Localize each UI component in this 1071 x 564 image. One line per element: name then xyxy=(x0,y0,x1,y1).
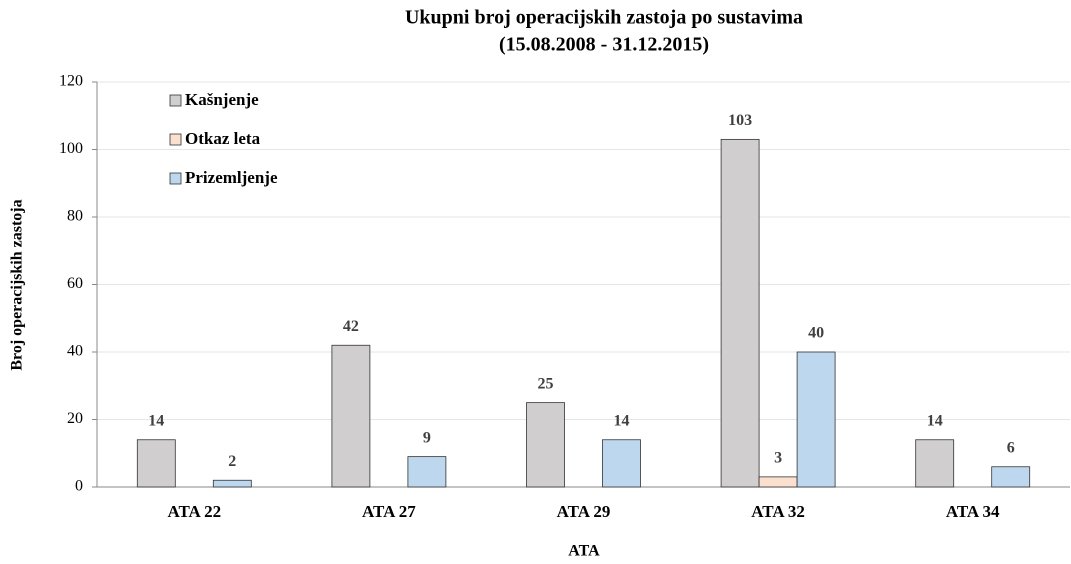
data-label: 9 xyxy=(423,429,431,446)
y-tick-label: 60 xyxy=(67,275,83,292)
x-tick-label: ATA 32 xyxy=(751,502,805,521)
bar xyxy=(720,138,760,488)
chart-title: Ukupni broj operacijskih zastoja po sust… xyxy=(405,7,803,29)
y-tick-label: 0 xyxy=(75,478,83,495)
chart-subtitle: (15.08.2008 - 31.12.2015) xyxy=(499,34,709,56)
bar xyxy=(758,476,798,488)
bar xyxy=(602,439,641,488)
y-tick-label: 20 xyxy=(67,410,83,427)
bar xyxy=(212,479,252,488)
bar xyxy=(526,402,565,488)
data-label: 14 xyxy=(614,412,630,429)
legend-label: Otkaz leta xyxy=(185,129,261,148)
legend-swatch xyxy=(169,172,182,185)
bar xyxy=(796,351,836,488)
legend-label: Prizemljenje xyxy=(185,168,278,187)
y-tick-label: 80 xyxy=(67,208,83,225)
bar xyxy=(991,466,1031,488)
y-tick-label: 40 xyxy=(67,343,83,360)
legend-swatch xyxy=(169,94,182,107)
x-tick-label: ATA 34 xyxy=(946,502,1000,521)
y-axis-title: Broj operacijskih zastoja xyxy=(9,199,26,370)
data-label: 25 xyxy=(538,375,554,392)
bar xyxy=(915,439,955,488)
data-label: 2 xyxy=(228,453,236,470)
data-label: 103 xyxy=(728,112,752,129)
data-label: 42 xyxy=(343,318,359,335)
data-label: 14 xyxy=(927,412,943,429)
x-tick-label: ATA 27 xyxy=(362,502,416,521)
data-label: 14 xyxy=(148,412,164,429)
x-axis-title: ATA xyxy=(568,543,600,560)
data-label: 40 xyxy=(808,325,824,342)
x-tick-label: ATA 22 xyxy=(167,502,221,521)
bar xyxy=(136,439,176,488)
bar xyxy=(407,456,447,488)
x-tick-label: ATA 29 xyxy=(557,502,611,521)
legend-swatch xyxy=(169,133,182,146)
y-tick-label: 120 xyxy=(59,73,83,90)
data-label: 6 xyxy=(1007,439,1015,456)
data-label: 3 xyxy=(774,450,782,467)
bar xyxy=(331,344,371,488)
y-tick-label: 100 xyxy=(59,140,83,157)
legend-label: Kašnjenje xyxy=(185,90,259,109)
